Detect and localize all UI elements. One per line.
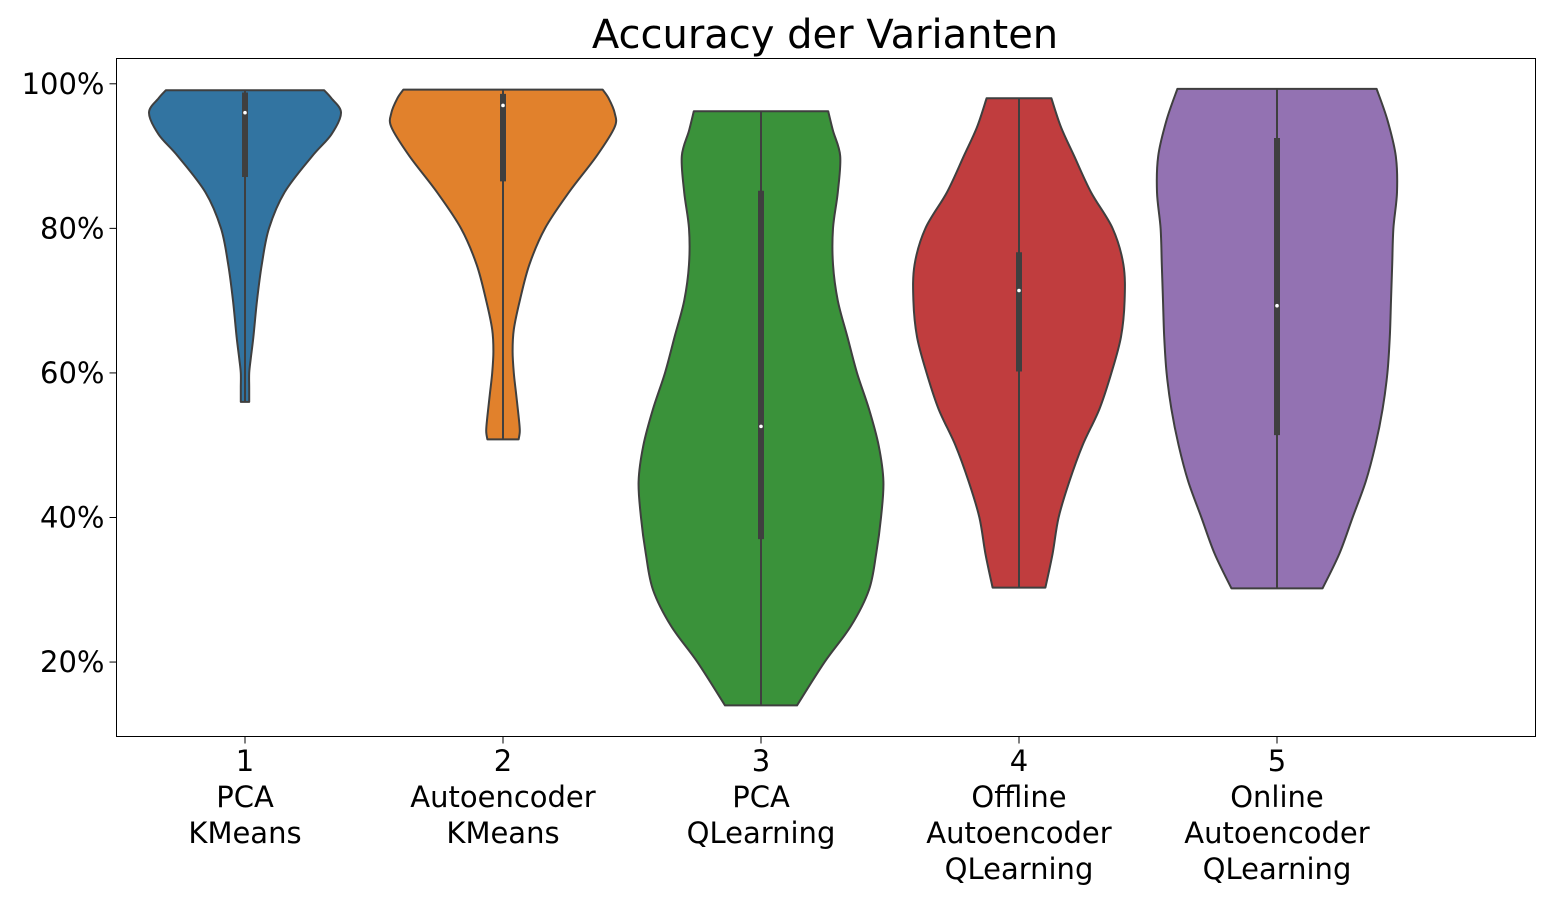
- y-tick-label: 60%: [40, 356, 104, 390]
- violin-4: [912, 97, 1126, 589]
- violin-3: [637, 110, 885, 707]
- x-category-label-line: Online: [1230, 780, 1324, 814]
- y-tick-label: 20%: [40, 645, 104, 679]
- x-category-label: 5 Online Autoencoder QLearning: [1184, 744, 1369, 886]
- x-category-label-line: 5: [1268, 744, 1286, 778]
- x-category-label-line: Autoencoder: [926, 816, 1111, 850]
- x-category-label-line: Autoencoder: [410, 780, 595, 814]
- x-category-label-line: QLearning: [687, 816, 836, 850]
- x-category-label: 4 Offline Autoencoder QLearning: [926, 744, 1111, 886]
- x-category-label-line: 1: [236, 744, 254, 778]
- x-category-label-line: 2: [494, 744, 512, 778]
- x-category-label-line: PCA: [732, 780, 790, 814]
- x-category-label-line: Offline: [971, 780, 1066, 814]
- y-tick-label: 100%: [22, 67, 105, 101]
- violin-1: [148, 89, 342, 403]
- violin-5: [1155, 87, 1399, 590]
- x-category-label-line: Autoencoder: [1184, 816, 1369, 850]
- plot-area-frame: [116, 58, 1536, 737]
- y-axis: 20% 40% 60% 80% 100%: [22, 67, 117, 679]
- violins-layer: [148, 87, 1399, 707]
- x-category-label: 2 Autoencoder KMeans: [410, 744, 595, 850]
- x-category-label-line: QLearning: [1203, 852, 1352, 886]
- y-tick-label: 40%: [40, 500, 104, 534]
- violin-median-point: [1017, 288, 1021, 293]
- violin-2: [388, 88, 618, 441]
- x-category-label-line: 3: [752, 744, 770, 778]
- x-category-label: 1 PCA KMeans: [188, 744, 301, 850]
- violin-median-point: [759, 424, 763, 429]
- x-category-label-line: KMeans: [188, 816, 301, 850]
- x-category-label: 3 PCA QLearning: [687, 744, 836, 850]
- violin-median-point: [243, 110, 247, 115]
- violin-median-point: [501, 103, 505, 108]
- y-tick-label: 80%: [40, 211, 104, 245]
- x-category-label-line: 4: [1010, 744, 1028, 778]
- chart-title: Accuracy der Varianten: [592, 12, 1058, 58]
- x-category-label-line: QLearning: [945, 852, 1094, 886]
- x-category-label-line: PCA: [216, 780, 274, 814]
- violin-median-point: [1275, 303, 1279, 308]
- x-category-label-line: KMeans: [446, 816, 559, 850]
